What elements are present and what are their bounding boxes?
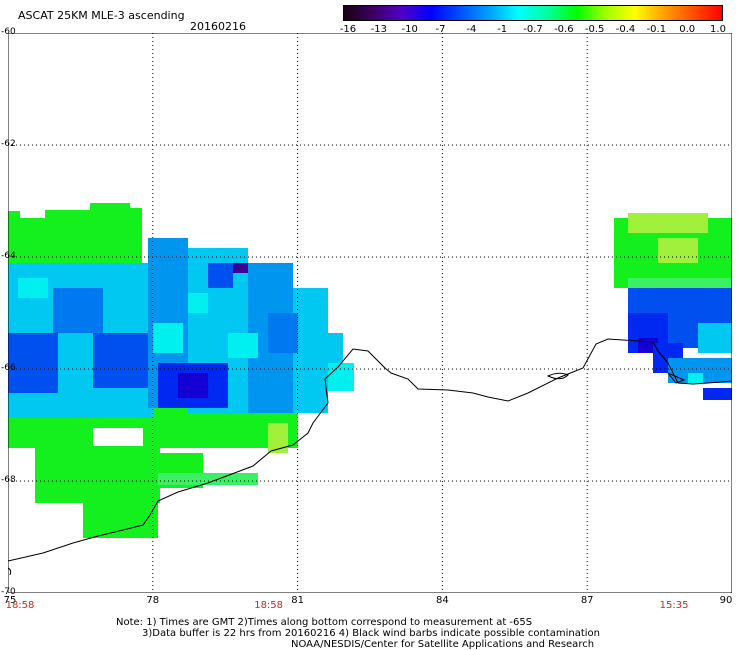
lon-label: 84 bbox=[436, 595, 449, 606]
colorbar-label: -1 bbox=[497, 24, 508, 35]
note-line-1: Note: 1) Times are GMT 2)Times along bot… bbox=[116, 617, 533, 628]
product-date: 20160216 bbox=[190, 20, 246, 33]
colorbar-label: 0.0 bbox=[679, 24, 696, 35]
lon-label: 90 bbox=[719, 595, 733, 606]
colorbar-label: -16 bbox=[339, 24, 357, 35]
colorbar-label: -0.4 bbox=[615, 24, 636, 35]
lon-label: 87 bbox=[580, 595, 594, 606]
colorbar-label: -0.7 bbox=[523, 24, 543, 35]
note-line-2: 3)Data buffer is 22 hrs from 20160216 4)… bbox=[142, 628, 600, 639]
antarctic-coastline bbox=[8, 338, 732, 576]
colorbar-label: -4 bbox=[466, 24, 477, 35]
lat-label: -70 bbox=[1, 587, 16, 597]
note-line-3: NOAA/NESDIS/Center for Satellite Applica… bbox=[291, 639, 595, 650]
lat-label: -64 bbox=[1, 251, 16, 261]
colorbar-label: -7 bbox=[435, 24, 446, 35]
lat-lon-grid bbox=[8, 33, 732, 593]
time-label: 15:35 bbox=[659, 600, 689, 611]
colorbar-label: 1.0 bbox=[710, 24, 726, 35]
wind-swath-data bbox=[8, 203, 732, 538]
colorbar-label: -0.1 bbox=[646, 24, 667, 35]
colorbar-label: -10 bbox=[401, 24, 418, 35]
colorbar-label: -13 bbox=[370, 24, 387, 35]
product-title: ASCAT 25KM MLE-3 ascending bbox=[18, 9, 185, 22]
lon-label: 78 bbox=[146, 595, 160, 606]
lon-label: 81 bbox=[291, 595, 304, 606]
time-label: 18:58 bbox=[254, 600, 284, 611]
colorbar bbox=[343, 5, 723, 21]
lon-label: 75 bbox=[3, 595, 17, 606]
time-label: 18:58 bbox=[5, 600, 35, 611]
lat-label: -60 bbox=[1, 27, 16, 37]
colorbar-label: -0.5 bbox=[584, 24, 605, 35]
lat-label: -66 bbox=[1, 363, 16, 373]
lat-label: -68 bbox=[1, 475, 16, 485]
colorbar-label: -0.6 bbox=[554, 24, 574, 35]
map-plot bbox=[8, 33, 732, 593]
lat-label: -62 bbox=[1, 139, 16, 149]
